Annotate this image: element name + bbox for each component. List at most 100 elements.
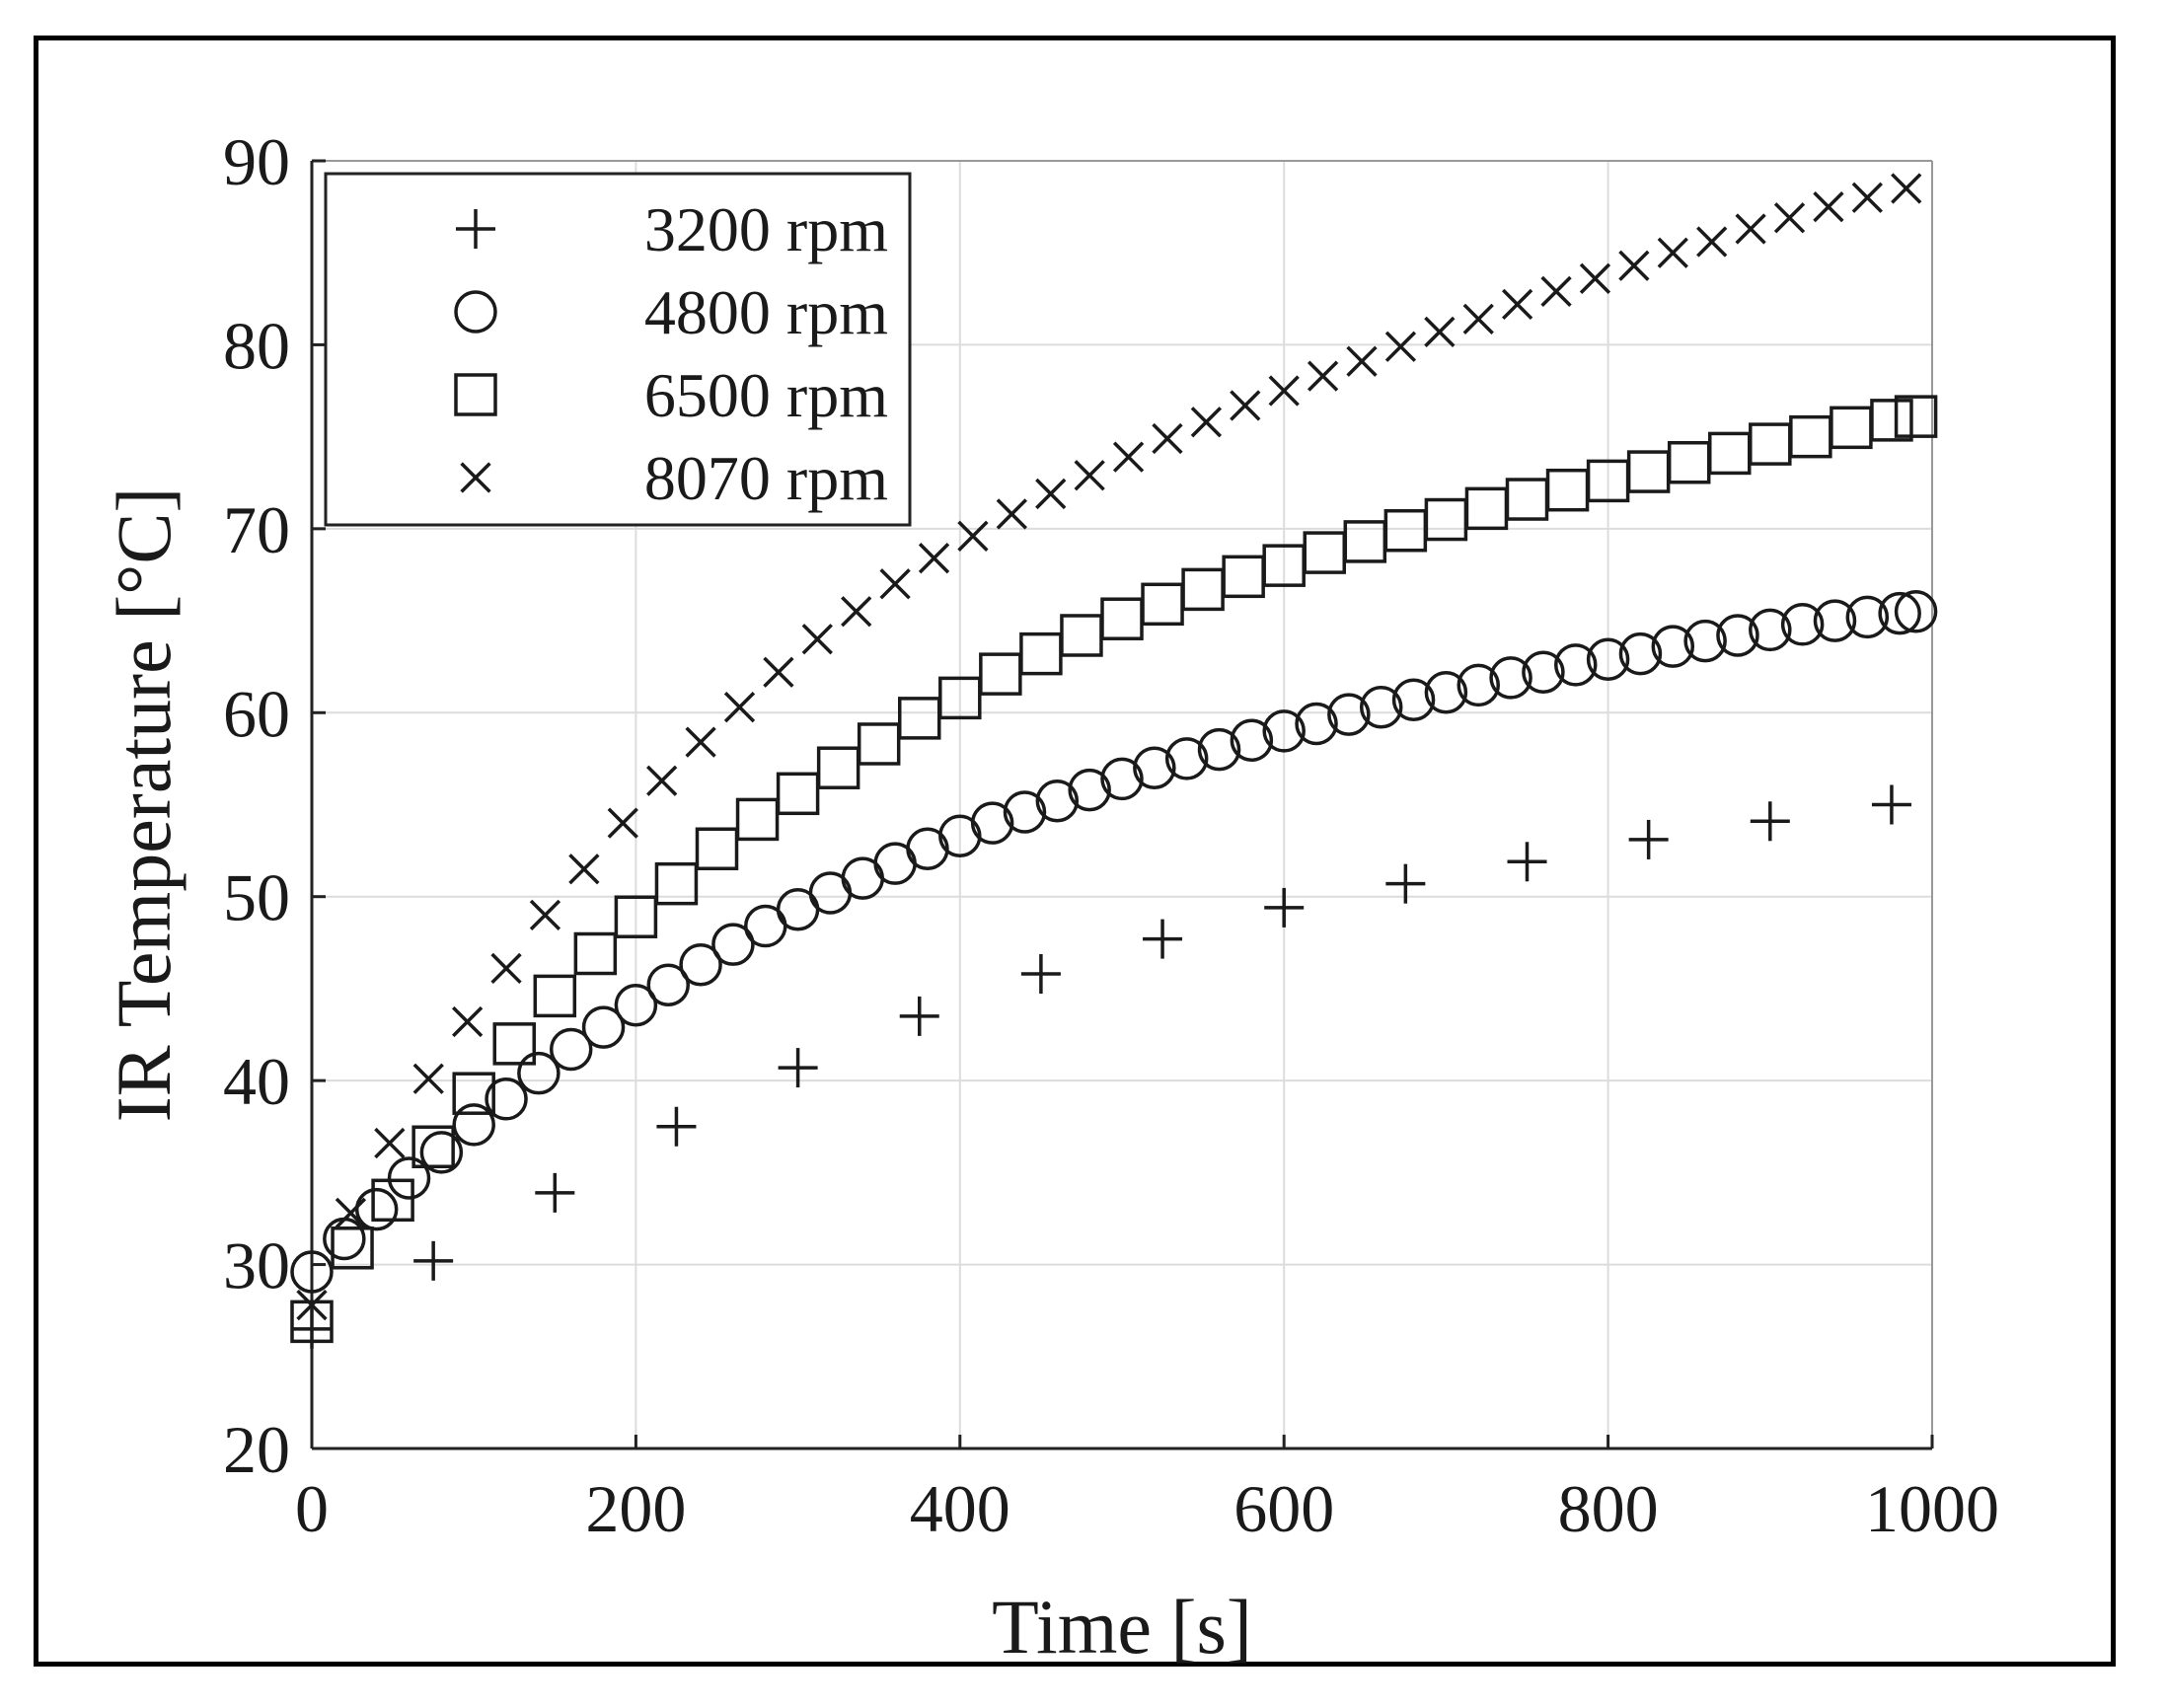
data-point-x [1618,250,1650,281]
y-tick-label: 40 [223,1044,290,1119]
data-point-x [1540,275,1572,308]
data-point-x [1579,262,1611,294]
data-point-circle [1586,637,1630,681]
y-tick-label: 30 [223,1228,290,1303]
data-point-x [918,543,950,574]
x-tick-label: 400 [910,1471,1010,1546]
data-point-plus [1750,801,1790,842]
data-point-circle [1780,603,1825,646]
data-point-x [1462,303,1494,334]
legend-marker-plus [456,209,495,249]
data-point-circle [1878,591,1921,635]
data-point-square [857,722,901,766]
data-point-x [1696,226,1728,258]
data-point-plus [899,996,939,1036]
data-point-x [957,520,989,552]
data-point-x [685,726,716,758]
legend-label: 4800 rpm [644,277,888,347]
data-point-x [1035,478,1067,510]
legend-marker-circle [454,290,497,334]
data-point-plus [1385,863,1426,904]
series-x [296,173,1922,1321]
y-tick-label: 50 [223,860,290,935]
data-point-square [533,974,577,1018]
data-point-square [938,676,982,720]
data-point-x [1152,422,1183,455]
data-point-x [801,624,833,655]
data-point-circle [1813,599,1857,642]
data-point-plus [1507,842,1547,882]
data-point-square [776,772,820,816]
data-point-plus [1871,784,1911,825]
legend: 3200 rpm 4800 rpm 6500 rpm 8070 rpm [324,172,912,527]
data-point-circle [1262,709,1306,753]
data-point-x [646,765,678,796]
series-plus [292,784,1911,1349]
data-point-circle [1295,702,1338,746]
y-tick-label: 20 [223,1412,290,1487]
data-point-circle [970,801,1014,845]
data-point-circle [1457,663,1500,707]
data-point-x [1112,441,1145,473]
data-point-square [573,931,618,976]
data-point-circle [485,1077,528,1121]
data-point-x [1074,460,1105,491]
data-point-circle [1164,737,1209,780]
data-point-square [371,1178,414,1223]
legend-marker-square [454,373,497,416]
data-point-x [374,1127,406,1159]
x-tick-label: 200 [585,1471,686,1546]
data-point-square [816,746,860,789]
data-point-square [735,797,780,842]
data-point-x [879,568,911,600]
data-point-circle [290,1250,334,1294]
data-point-circle [646,963,690,1006]
data-point-x [763,656,794,688]
y-axis-label: IR Temperature [°C] [101,487,187,1123]
data-point-x [1851,182,1883,213]
data-point-square [614,895,658,938]
data-point-x [1813,190,1844,223]
data-point-square [695,827,739,870]
data-point-x [490,952,522,985]
data-point-x [723,692,756,723]
series-circle [290,590,1938,1294]
data-point-square [290,1300,334,1344]
data-point-x [1891,173,1922,204]
data-point-circle [581,1005,626,1049]
y-tick-label: 60 [223,676,290,751]
data-point-circle [387,1156,431,1200]
data-point-x [1657,237,1688,268]
data-point-square [1870,399,1913,442]
data-point-plus [1020,954,1061,995]
data-point-x [1424,316,1456,348]
data-point-x [841,596,872,628]
axes: 0 200 400 600 800 1000 20 30 40 50 60 70 80 90 [223,124,1999,1546]
data-point-plus [1628,819,1669,859]
data-point-circle [354,1187,399,1231]
data-point-x [451,1005,484,1038]
data-point-circle [1133,746,1176,789]
data-point-circle [1327,693,1371,736]
data-point-x [529,899,561,930]
data-point-circle [1003,790,1047,834]
data-point-circle [1197,727,1241,772]
data-point-square [1894,395,1938,438]
data-point-circle [1068,768,1111,812]
data-point-circle [419,1131,464,1174]
legend-marker-x [460,462,491,493]
data-point-circle [1845,595,1890,639]
data-point-circle [1035,780,1080,823]
data-point-circle [711,923,755,966]
data-point-circle [549,1027,593,1072]
data-point-circle [1489,656,1532,700]
data-point-x [412,1063,444,1094]
data-point-circle [1230,718,1274,762]
legend-label: 3200 rpm [644,194,888,264]
y-tick-label: 80 [223,308,290,383]
data-point-circle [1683,619,1727,663]
data-point-circle [1749,608,1792,652]
data-point-square [411,1125,455,1169]
data-point-x [335,1197,367,1229]
data-point-plus [535,1172,575,1213]
